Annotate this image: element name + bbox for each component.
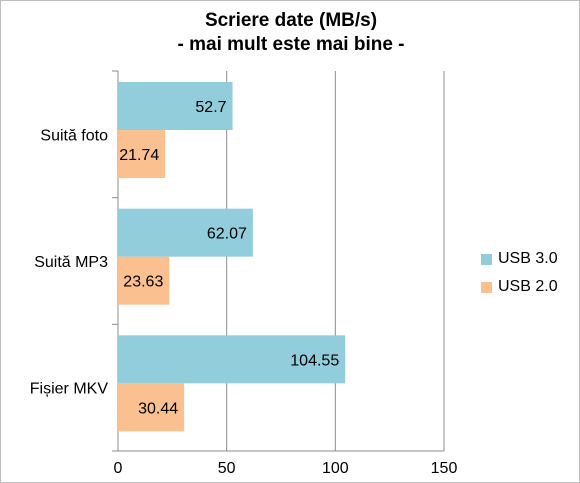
bar-1-0 <box>118 130 166 178</box>
chart-subtitle: - mai mult este mai bine - <box>177 34 405 55</box>
chart-title: Scriere date (MB/s) - mai mult este mai … <box>1 9 580 57</box>
bar-1-2 <box>118 383 185 432</box>
category-label-0: Suită foto <box>40 127 108 144</box>
legend-item-usb2: USB 2.0 <box>481 277 558 297</box>
data-label-0-1: 62.07 <box>207 226 247 243</box>
bar-0-1 <box>118 208 253 257</box>
x-tick-label-100: 100 <box>322 460 349 477</box>
x-tick-label-0: 0 <box>114 460 123 477</box>
bar-0-0 <box>118 82 233 130</box>
legend-swatch-usb2 <box>481 281 492 293</box>
legend: USB 3.0 USB 2.0 <box>481 249 558 305</box>
legend-item-usb3: USB 3.0 <box>481 249 558 269</box>
chart-title-line1: Scriere date (MB/s) <box>204 10 378 31</box>
data-label-1-1: 23.63 <box>123 274 163 291</box>
data-label-1-0: 21.74 <box>119 147 159 164</box>
data-label-0-0: 52.7 <box>195 99 226 116</box>
legend-label-usb2: USB 2.0 <box>498 278 558 295</box>
legend-swatch-usb3 <box>481 253 492 265</box>
data-label-1-2: 30.44 <box>138 400 178 417</box>
legend-label-usb3: USB 3.0 <box>498 250 558 267</box>
category-label-1: Suită MP3 <box>34 254 108 271</box>
category-label-2: Fișier MKV <box>30 381 109 398</box>
bar-1-1 <box>118 256 170 305</box>
x-tick-label-50: 50 <box>218 460 236 477</box>
bar-0-2 <box>118 335 346 384</box>
data-label-0-2: 104.55 <box>290 352 339 369</box>
x-tick-label-150: 150 <box>431 460 458 477</box>
